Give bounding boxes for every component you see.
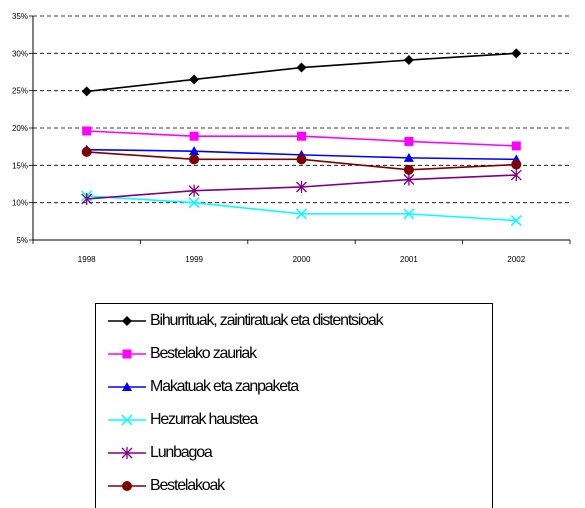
- data-point: [189, 154, 200, 165]
- legend-label: Bestelakoak: [150, 477, 225, 494]
- data-point: [510, 169, 522, 182]
- data-point: [82, 126, 92, 136]
- x-tick-label: 2000: [293, 255, 311, 264]
- data-point: [189, 131, 199, 141]
- x-axis-ticks: 1998 1999 2000 2001 2002: [78, 255, 526, 264]
- data-point: [189, 146, 200, 156]
- series-4: [81, 169, 522, 205]
- legend-marker: [122, 316, 132, 326]
- data-point: [81, 192, 93, 205]
- data-point: [511, 48, 522, 59]
- data-point: [295, 208, 308, 220]
- legend-item: Bestelakoak: [106, 473, 225, 499]
- y-tick-label: 30%: [12, 49, 28, 58]
- legend-marker: [122, 382, 132, 391]
- data-point: [297, 131, 306, 141]
- legend-swatch: [108, 382, 146, 391]
- y-tick-label: 25%: [12, 87, 28, 96]
- data-point: [510, 215, 522, 227]
- legend-swatch: [108, 414, 146, 426]
- legend-marker: [122, 481, 132, 491]
- y-tick-label: 5%: [16, 236, 28, 245]
- legend-label: Hezurrak haustea: [150, 411, 258, 428]
- legend-marker: [121, 447, 133, 459]
- data-point: [188, 184, 200, 197]
- legend-label: Lunbagoa: [150, 444, 213, 461]
- data-point: [189, 74, 200, 85]
- x-tick-label: 1998: [78, 255, 96, 264]
- data-point: [511, 141, 521, 151]
- data-point: [81, 146, 92, 157]
- legend-label: Bihurrituak, zaintiratuak eta distentsio…: [150, 312, 384, 329]
- legend-label: Bestelako zauriak: [150, 345, 257, 362]
- legend-marker: [122, 349, 132, 359]
- data-point: [296, 154, 307, 165]
- legend: Bihurrituak, zaintiratuak eta distentsio…: [95, 303, 493, 508]
- data-point: [511, 159, 522, 170]
- legend-swatch: [108, 349, 146, 359]
- axes: [29, 15, 571, 244]
- data-point: [404, 136, 414, 146]
- y-tick-label: 20%: [12, 124, 28, 133]
- legend-item: Makatuak eta zanpaketa: [106, 374, 299, 400]
- legend-item: Bihurrituak, zaintiratuak eta distentsio…: [106, 308, 384, 334]
- data-point: [296, 180, 307, 193]
- data-point: [403, 152, 414, 162]
- legend-item: Bestelako zauriak: [106, 341, 257, 367]
- series-3: [81, 190, 522, 227]
- y-axis-ticks: 5% 10% 15% 20% 25% 30% 35%: [12, 12, 28, 245]
- legend-swatch: [108, 481, 146, 491]
- x-tick-label: 1999: [185, 255, 203, 264]
- series-0: [81, 48, 522, 97]
- data-point: [403, 55, 414, 66]
- data-point: [403, 173, 415, 186]
- legend-marker: [121, 414, 133, 426]
- data-point: [81, 86, 92, 97]
- series-line: [86, 195, 517, 222]
- data-point: [188, 197, 200, 209]
- x-tick-label: 2002: [507, 255, 525, 264]
- y-tick-label: 15%: [12, 161, 28, 170]
- legend-item: Hezurrak haustea: [106, 407, 258, 433]
- data-point: [296, 62, 307, 73]
- legend-swatch: [108, 447, 146, 459]
- legend-label: Makatuak eta zanpaketa: [150, 378, 299, 395]
- series-1: [82, 126, 521, 151]
- series-group: [81, 48, 522, 227]
- y-tick-label: 35%: [12, 12, 28, 21]
- series-5: [81, 146, 522, 175]
- y-tick-label: 10%: [12, 199, 28, 208]
- grid-lines: [33, 15, 570, 204]
- line-chart: 5% 10% 15% 20% 25% 30% 35% 1998 1999 2000 2001 200…: [12, 12, 571, 264]
- x-tick-label: 2001: [400, 255, 418, 264]
- legend-swatch: [108, 316, 146, 326]
- data-point: [403, 208, 415, 220]
- legend-item: Lunbagoa: [106, 440, 213, 466]
- data-point: [403, 164, 414, 175]
